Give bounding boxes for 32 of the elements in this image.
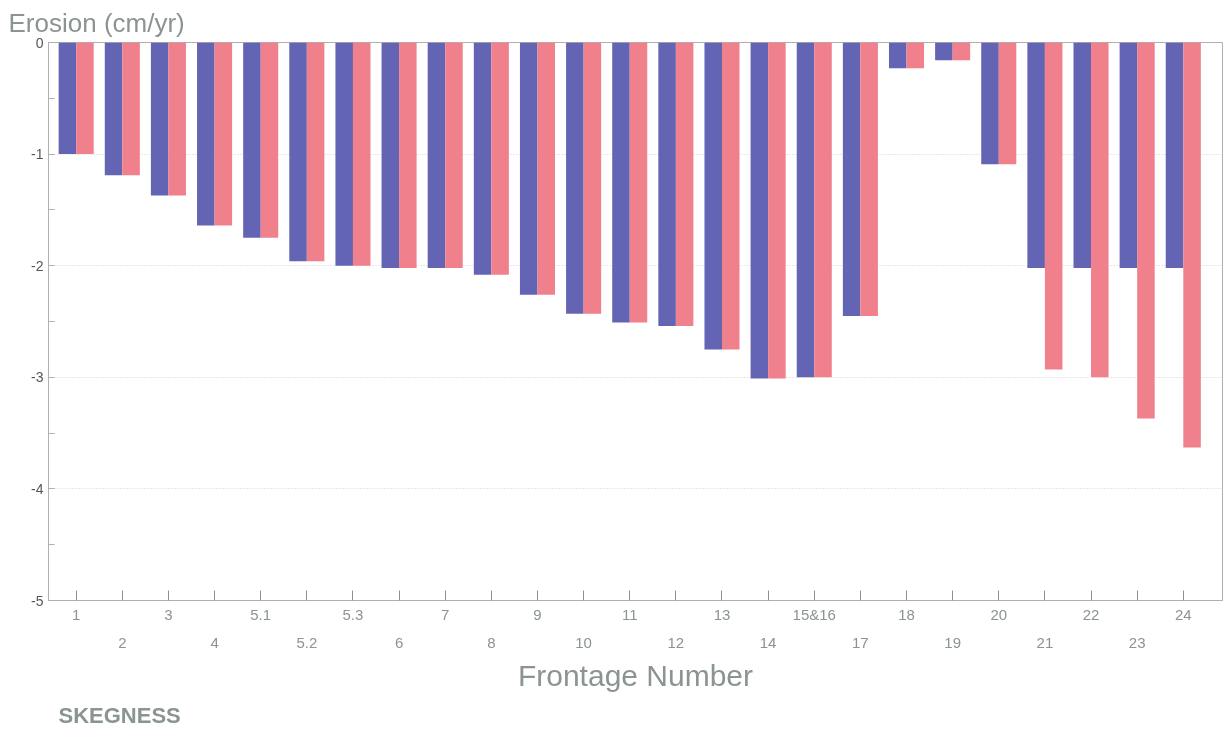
- x-tick-label: 21: [1036, 634, 1054, 652]
- x-tick-label: 8: [487, 634, 496, 652]
- x-tick-label: 19: [944, 634, 961, 652]
- x-tick-label: 14: [759, 634, 777, 652]
- x-tick-label: 18: [898, 605, 915, 623]
- x-tick-label: 24: [1174, 605, 1192, 623]
- y-tick-label: -3: [31, 369, 44, 386]
- x-tick-label: 5.2: [296, 634, 318, 652]
- y-tick-label: -1: [31, 146, 44, 163]
- x-tick-label: 23: [1128, 634, 1146, 652]
- text: SKEGNESS: [58, 702, 181, 728]
- x-tick-label: 22: [1082, 605, 1100, 623]
- x-tick-label: 11: [621, 605, 638, 623]
- x-tick-label: 1: [72, 605, 81, 623]
- x-tick-label: 2: [118, 634, 127, 652]
- x-tick-label: 9: [533, 605, 542, 623]
- x-tick-label: 4: [210, 634, 219, 652]
- y-tick-label: -4: [31, 480, 44, 497]
- x-axis-title: Frontage Number: [517, 659, 754, 693]
- x-tick-label: 12: [667, 634, 685, 652]
- x-tick-label: 17: [852, 634, 869, 652]
- y-tick-label: -5: [31, 592, 44, 609]
- x-tick-label: 20: [990, 605, 1008, 623]
- x-tick-label: 5.1: [250, 605, 272, 623]
- x-tick-label: 6: [394, 634, 404, 652]
- x-tick-label: 15&16: [792, 605, 836, 623]
- x-tick-label: 10: [575, 634, 592, 652]
- x-tick-label: 7: [441, 605, 450, 623]
- y-tick-label: -2: [31, 257, 44, 274]
- x-tick-label: 13: [713, 605, 731, 623]
- x-tick-label: 5.3: [342, 605, 364, 623]
- x-tick-label: 3: [164, 605, 173, 623]
